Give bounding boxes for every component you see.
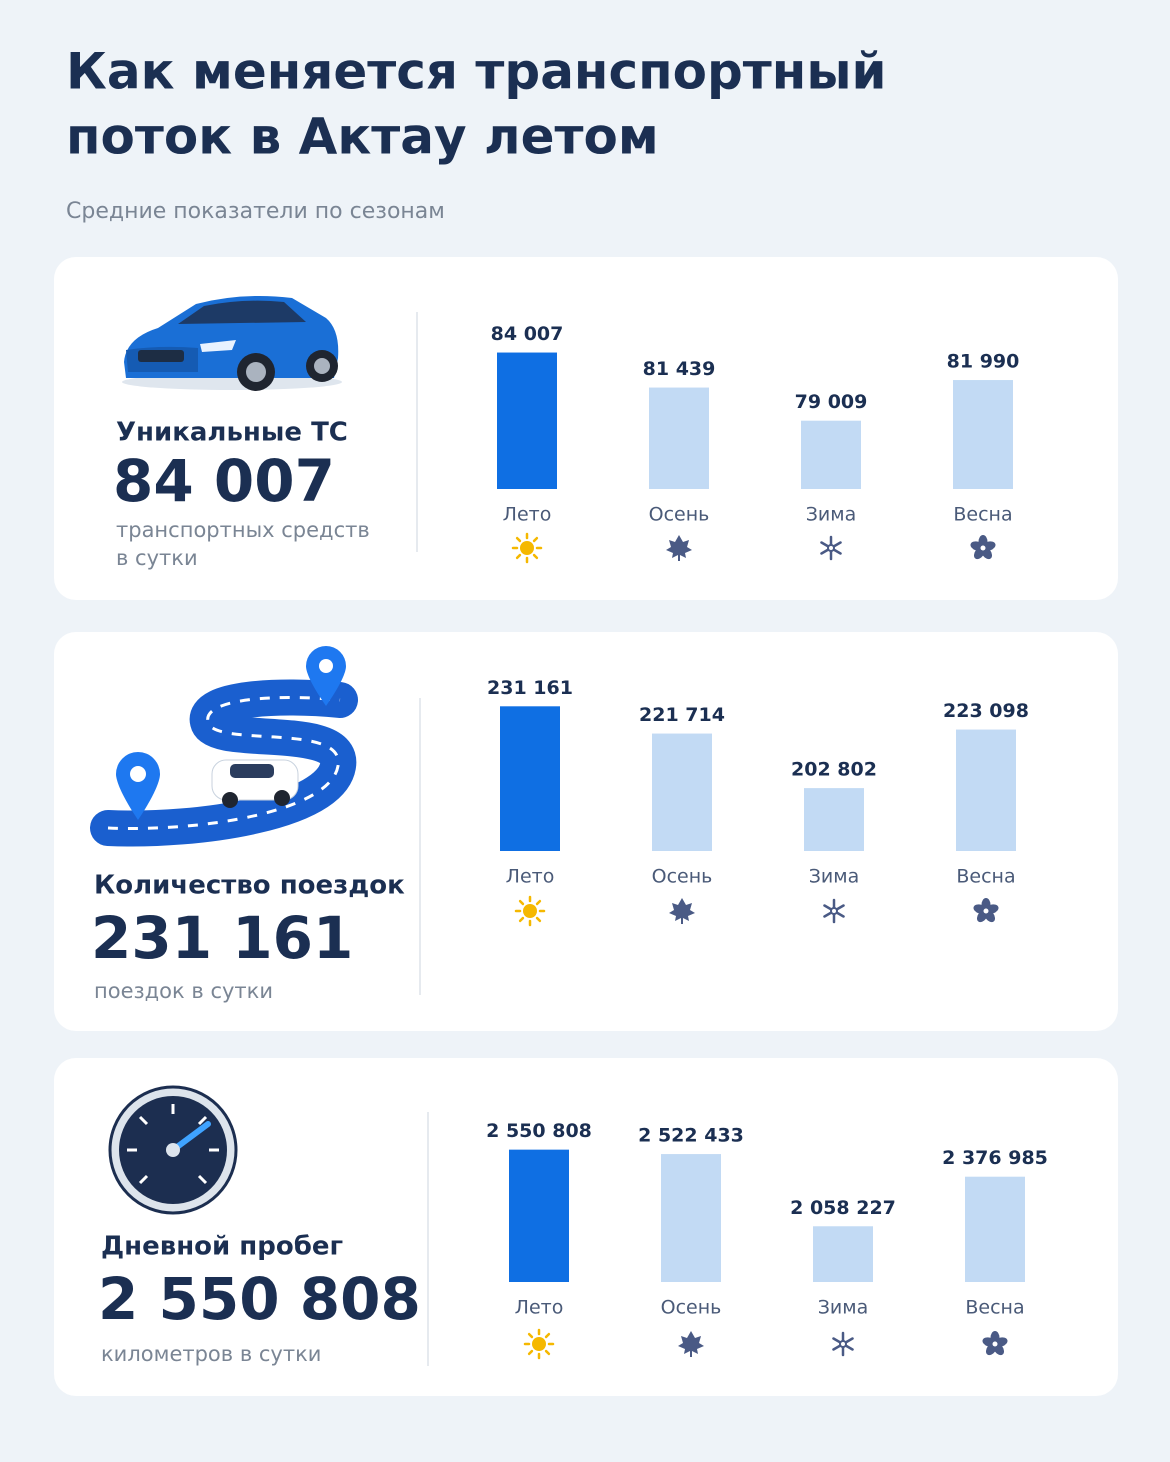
value-label: 79 009 (795, 391, 868, 413)
season-icon (982, 1331, 1008, 1356)
category-label: Весна (965, 1297, 1024, 1319)
metric-unit: километров в сутки (101, 1342, 321, 1366)
metric-title: Уникальные ТС (116, 418, 348, 448)
value-label: 2 058 227 (790, 1197, 896, 1219)
category-label: Лето (503, 504, 552, 526)
sun-ray (544, 1349, 551, 1356)
bar (649, 387, 709, 489)
sun-ray (532, 553, 539, 560)
gauge-illustration (108, 1085, 238, 1215)
metric-unit: в сутки (116, 546, 198, 570)
metric-title: Дневной пробег (101, 1232, 343, 1262)
sun-core (520, 541, 534, 555)
bar (661, 1154, 721, 1282)
category-label: Лето (506, 866, 555, 888)
season-icon (666, 535, 692, 561)
metric-total: 84 007 (113, 447, 335, 515)
bar (801, 420, 861, 489)
flower-core (983, 908, 989, 914)
category-label: Осень (649, 504, 710, 526)
sun-core (532, 1337, 546, 1351)
category-label: Весна (953, 504, 1012, 526)
road-illustration (90, 646, 358, 847)
flower-core (992, 1341, 998, 1347)
snow-core (827, 544, 835, 552)
category-label: Лето (515, 1297, 564, 1319)
metric-unit: транспортных средств (116, 518, 370, 542)
value-label: 2 376 985 (942, 1147, 1048, 1169)
sun-ray (515, 536, 522, 543)
leaf (669, 898, 695, 924)
title-line: Как меняется транспортный (66, 43, 887, 101)
category-label: Весна (956, 866, 1015, 888)
bar (953, 380, 1013, 489)
bar (965, 1176, 1025, 1282)
season-icon (820, 535, 842, 561)
sun-ray (515, 553, 522, 560)
leaf (678, 1331, 704, 1357)
sun-ray (535, 916, 542, 923)
sun-ray (544, 1332, 551, 1339)
metric-total: 2 550 808 (98, 1265, 421, 1333)
value-label: 202 802 (791, 759, 877, 781)
category-label: Осень (652, 866, 713, 888)
bar (813, 1226, 873, 1282)
value-label: 2 550 808 (486, 1120, 592, 1142)
season-icon (973, 898, 999, 923)
value-label: 81 439 (643, 358, 716, 380)
sun-ray (527, 1332, 534, 1339)
sun-ray (532, 536, 539, 543)
bar (804, 788, 864, 851)
season-icon (823, 898, 845, 924)
season-icon (511, 532, 543, 564)
season-icon (514, 895, 546, 927)
value-label: 221 714 (639, 704, 725, 726)
sun-ray (535, 899, 542, 906)
bar (497, 352, 557, 489)
sun-ray (518, 916, 525, 923)
metric-title: Количество поездок (94, 871, 405, 901)
category-label: Зима (806, 504, 857, 526)
sun-ray (518, 899, 525, 906)
season-icon (678, 1331, 704, 1357)
bar (652, 733, 712, 851)
flower-core (980, 545, 986, 551)
bar (500, 706, 560, 851)
sun-ray (527, 1349, 534, 1356)
metric-total: 231 161 (91, 904, 353, 972)
category-label: Осень (661, 1297, 722, 1319)
bar (956, 729, 1016, 851)
leaf (666, 535, 692, 561)
season-icon (832, 1331, 854, 1357)
subtitle: Средние показатели по сезонам (66, 199, 445, 224)
bar (509, 1149, 569, 1282)
car-illustration (122, 296, 342, 391)
season-icon (669, 898, 695, 924)
sun-core (523, 904, 537, 918)
category-label: Зима (809, 866, 860, 888)
metric-unit: поездок в сутки (94, 979, 273, 1003)
value-label: 84 007 (491, 323, 564, 345)
value-label: 231 161 (487, 677, 573, 699)
season-icon (970, 535, 996, 560)
card (54, 1058, 1118, 1396)
category-label: Зима (818, 1297, 869, 1319)
title-line: поток в Актау летом (66, 108, 659, 166)
snow-core (830, 907, 838, 915)
value-label: 81 990 (947, 351, 1020, 373)
value-label: 2 522 433 (638, 1125, 744, 1147)
value-label: 223 098 (943, 700, 1029, 722)
snow-core (839, 1340, 847, 1348)
season-icon (523, 1328, 555, 1360)
